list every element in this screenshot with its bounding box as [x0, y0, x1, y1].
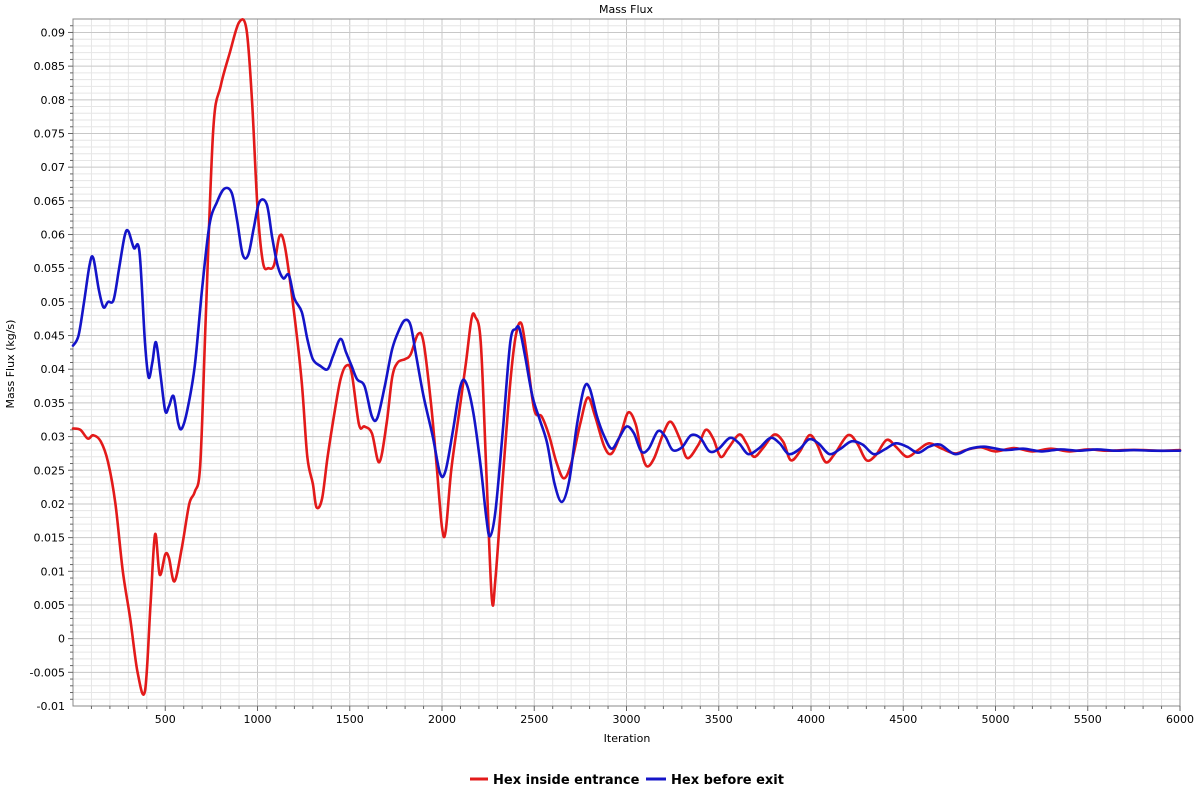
x-axis: 500 1000 1500 2000 2500 3000 3500 4000 4500 5000 5… [90, 706, 1194, 726]
y-tick-label: 0.08 [41, 94, 66, 107]
y-tick-label: -0.005 [30, 666, 65, 679]
chart-title: Mass Flux [599, 3, 654, 16]
x-axis-title: Iteration [604, 732, 651, 745]
y-tick-label: 0.005 [34, 599, 66, 612]
y-tick-label: 0.02 [41, 498, 66, 511]
x-tick-label: 3000 [613, 713, 641, 726]
y-tick-label: 0.05 [41, 296, 66, 309]
x-tick-label: 4500 [889, 713, 917, 726]
legend-label-hex-before-exit: Hex before exit [671, 773, 784, 788]
y-tick-label: 0.03 [41, 431, 66, 444]
y-tick-label: 0 [58, 633, 65, 646]
y-tick-label: -0.01 [37, 700, 65, 713]
x-tick-label: 2000 [428, 713, 456, 726]
legend-label-hex-inside-entrance: Hex inside entrance [493, 773, 640, 788]
series-hex-before-exit [71, 186, 1182, 538]
y-tick-label: 0.045 [34, 330, 66, 343]
x-tick-label: 4000 [797, 713, 825, 726]
y-tick-label: 0.04 [41, 363, 66, 376]
x-tick-label: 1000 [244, 713, 272, 726]
y-tick-label: 0.01 [41, 565, 66, 578]
x-tick-label: 2500 [520, 713, 548, 726]
y-tick-label: 0.055 [34, 262, 66, 275]
y-tick-label: 0.075 [34, 128, 66, 141]
x-tick-label: 6000 [1166, 713, 1194, 726]
y-axis: -0.01 -0.005 0 0.005 0.01 0.015 0.02 0.025 0.03 0… [30, 25, 73, 713]
x-tick-label: 5500 [1074, 713, 1102, 726]
y-tick-label: 0.035 [34, 397, 66, 410]
y-tick-label: 0.07 [41, 161, 66, 174]
y-tick-label: 0.085 [34, 60, 66, 73]
x-tick-label: 1500 [336, 713, 364, 726]
y-tick-label: 0.06 [41, 229, 66, 242]
legend: Hex inside entrance Hex before exit [470, 773, 784, 788]
y-tick-label: 0.065 [34, 195, 66, 208]
series-layer [71, 18, 1182, 696]
y-tick-label: 0.025 [34, 464, 66, 477]
y-tick-label: 0.09 [41, 26, 66, 39]
y-tick-label: 0.015 [34, 532, 66, 545]
grid [73, 19, 1180, 706]
x-tick-label: 500 [155, 713, 176, 726]
y-axis-title: Mass Flux (kg/s) [4, 320, 17, 409]
x-tick-label: 3500 [705, 713, 733, 726]
x-tick-label: 5000 [982, 713, 1010, 726]
